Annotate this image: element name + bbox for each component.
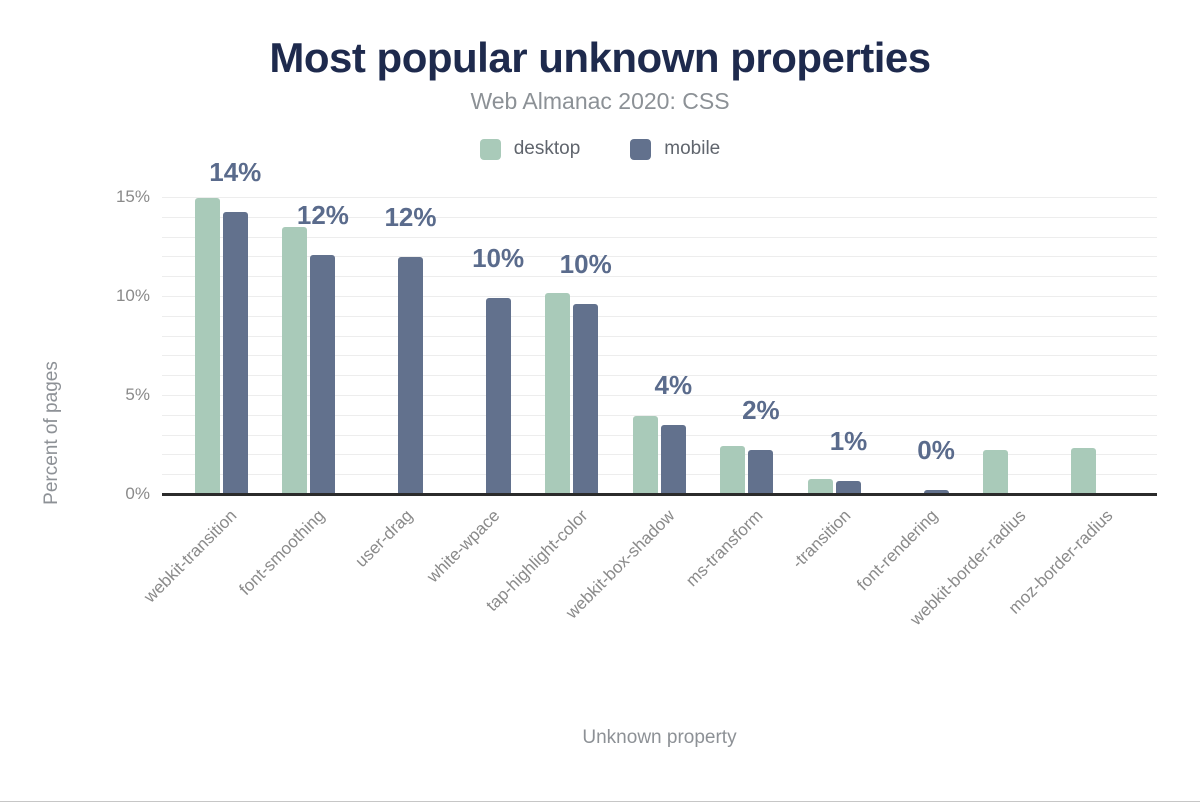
legend-swatch-mobile: [630, 138, 652, 160]
gridline-11pct: [162, 276, 1157, 278]
x-axis-line: [162, 493, 1157, 496]
gridline-10pct: [162, 296, 1157, 297]
data-label-tap-highlight-color: 10%: [559, 249, 612, 279]
bar-desktop-webkit-transition[interactable]: [194, 198, 220, 493]
xcat-label-white-wpace: white-wpace: [423, 506, 504, 587]
xcat-label-font-smoothing: font-smoothing: [235, 506, 329, 599]
data-label-user-drag: 12%: [384, 202, 437, 232]
bar-mobile-tap-highlight-color[interactable]: [573, 304, 599, 493]
bar-mobile-webkit-box-shadow[interactable]: [660, 425, 686, 493]
data-label-white-wpace: 10%: [472, 243, 525, 273]
xcat-label-user-drag: user-drag: [351, 506, 416, 571]
bar-desktop-moz-border-radius[interactable]: [1070, 448, 1096, 493]
chart-title: Most popular unknown properties: [269, 34, 931, 81]
gridline-5pct: [162, 395, 1157, 396]
data-label--transition: 1%: [829, 426, 868, 456]
bar-mobile-user-drag[interactable]: [398, 257, 423, 493]
bar-desktop--transition[interactable]: [808, 479, 833, 493]
bar-desktop-webkit-box-shadow[interactable]: [632, 416, 658, 493]
ytick-label-15%: 15%: [115, 187, 150, 206]
xcat-label-font-rendering: font-rendering: [853, 506, 942, 595]
xcat-label-moz-border-radius: moz-border-radius: [1005, 506, 1117, 618]
xcat-label-webkit-box-shadow: webkit-box-shadow: [562, 506, 679, 623]
gridline-13pct: [162, 236, 1157, 238]
bar-desktop-tap-highlight-color[interactable]: [545, 293, 571, 493]
bar-mobile-font-smoothing[interactable]: [310, 255, 336, 493]
ytick-label-10%: 10%: [115, 286, 150, 305]
legend-item-desktop[interactable]: desktop: [479, 138, 581, 160]
legend-label-desktop: desktop: [513, 138, 581, 159]
xcat-label-webkit-transition: webkit-transition: [140, 506, 241, 607]
x-axis-title: Unknown property: [582, 727, 737, 748]
gridline-3pct: [162, 434, 1157, 436]
bar-mobile-ms-transform[interactable]: [748, 450, 774, 493]
bar-mobile--transition[interactable]: [836, 481, 861, 493]
xcat-label-ms-transform: ms-transform: [682, 506, 767, 591]
xcat-label--transition: -transition: [787, 506, 854, 573]
data-label-webkit-transition: 14%: [209, 157, 262, 187]
legend-swatch-desktop: [479, 138, 501, 160]
legend-item-mobile[interactable]: mobile: [630, 138, 720, 160]
gridline-14pct: [162, 216, 1157, 218]
chart-subtitle: Web Almanac 2020: CSS: [470, 88, 730, 114]
gridline-12pct: [162, 256, 1157, 258]
xcat-label-tap-highlight-color: tap-highlight-color: [482, 506, 592, 615]
data-label-font-rendering: 0%: [917, 435, 955, 465]
y-axis-title: Percent of pages: [41, 361, 62, 505]
bar-mobile-white-wpace[interactable]: [485, 298, 511, 493]
gridline-2pct: [162, 454, 1157, 456]
bar-mobile-webkit-transition[interactable]: [222, 212, 248, 493]
gridline-7pct: [162, 355, 1157, 357]
gridline-15pct: [162, 197, 1157, 198]
gridline-1pct: [162, 474, 1157, 476]
bar-desktop-ms-transform[interactable]: [720, 446, 746, 493]
data-label-font-smoothing: 12%: [296, 200, 349, 230]
data-label-webkit-box-shadow: 4%: [654, 370, 693, 400]
xcat-label-webkit-border-radius: webkit-border-radius: [906, 506, 1030, 630]
gridline-8pct: [162, 335, 1157, 337]
bar-mobile-font-rendering[interactable]: [923, 490, 949, 493]
bar-desktop-webkit-border-radius[interactable]: [983, 450, 1009, 493]
legend-label-mobile: mobile: [664, 138, 721, 159]
bar-desktop-font-smoothing[interactable]: [282, 227, 308, 493]
gridline-6pct: [162, 375, 1157, 377]
gridline-4pct: [162, 414, 1157, 416]
gridline-9pct: [162, 315, 1157, 317]
data-label-ms-transform: 2%: [742, 395, 780, 425]
legend: desktop mobile: [0, 138, 1200, 160]
ytick-label-0%: 0%: [125, 484, 150, 503]
ytick-label-5%: 5%: [125, 385, 150, 404]
